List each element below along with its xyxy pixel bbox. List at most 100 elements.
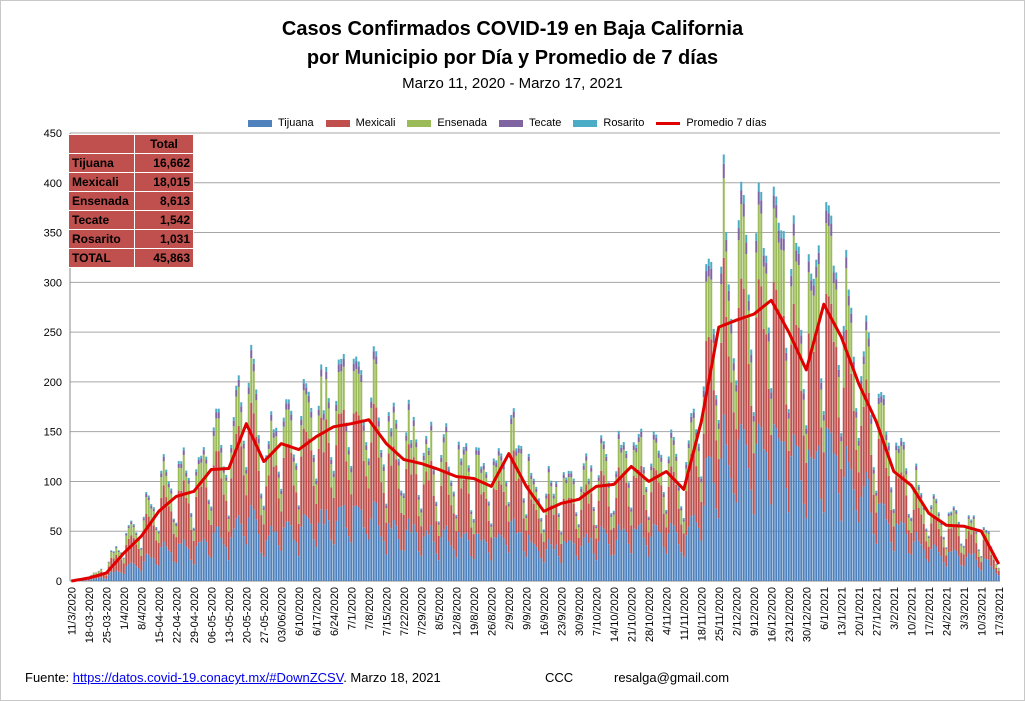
bar-segment [680,506,683,508]
bar-segment [967,553,970,581]
bar-segment [190,514,193,517]
bar-segment [105,578,108,581]
bar-segment [892,512,895,527]
bar-segment [707,336,710,456]
bar-segment [337,507,340,581]
bar-segment [132,563,135,581]
bar-segment [917,484,920,487]
y-tick-label: 350 [44,228,62,240]
bar-segment [855,510,858,581]
bar-segment [690,516,693,581]
bar-segment [557,529,560,557]
bar-segment [755,240,758,253]
bar-segment [745,444,748,581]
bar-segment [917,486,920,491]
bar-segment [355,505,358,581]
bar-segment [965,538,968,558]
bar-segment [92,578,95,581]
bar-segment [595,538,598,561]
bar-segment [585,456,588,461]
bar-segment [257,435,260,439]
bar-segment [920,495,923,498]
x-tick-label: 26/8/2020 [486,587,498,636]
bar-segment [755,252,758,318]
bar-segment [452,491,455,494]
x-tick-label: 20/1/2021 [854,587,866,636]
bar-segment [415,447,418,475]
bar-segment [755,443,758,581]
bar-segment [112,551,115,553]
bar-segment [287,399,290,404]
bar-segment [137,548,140,569]
bar-segment [435,553,438,581]
bar-segment [490,526,493,538]
x-tick-label: 6/17/2020 [311,587,323,636]
bar-segment [627,543,630,581]
bar-segment [172,534,175,562]
bar-segment [332,477,335,498]
bar-segment [932,544,935,581]
bar-segment [505,505,508,546]
bar-segment [302,514,305,581]
bar-segment [237,425,240,516]
bar-segment [185,497,188,547]
bar-segment [305,515,308,581]
source-link[interactable]: https://datos.covid-19.conacyt.mx/#DownZ… [72,670,344,685]
bar-segment [460,461,463,466]
bar-segment [610,513,613,515]
bar-segment [480,540,483,581]
bar-segment [852,489,855,581]
bar-segment [285,403,288,410]
bar-segment [795,250,798,262]
bar-segment [870,454,873,513]
bar-segment [247,431,250,518]
bar-segment [890,487,893,490]
bar-segment [860,497,863,581]
bar-segment [975,532,978,534]
bar-segment [477,533,480,581]
bar-segment [432,470,435,475]
bar-segment [667,486,670,534]
bar-segment [617,434,620,440]
bar-segment [902,475,905,524]
bar-segment [200,541,203,581]
bar-segment [287,521,290,581]
bar-segment [667,533,670,581]
bar-segment [537,518,540,551]
bar-segment [877,404,880,439]
bar-segment [262,507,265,510]
bar-segment [727,290,730,301]
bar-segment [262,505,265,508]
bar-segment [405,440,408,469]
bar-segment [292,461,295,486]
bar-segment [450,505,453,546]
bar-segment [960,545,963,553]
bar-segment [135,544,138,567]
bar-segment [305,394,308,432]
bar-segment [217,418,220,452]
bar-segment [790,269,793,276]
bar-segment [240,412,243,447]
bar-segment [655,437,658,443]
bar-segment [530,499,533,542]
bar-segment [337,364,340,373]
bar-segment [787,409,790,413]
bar-segment [332,473,335,478]
bar-segment [87,579,90,581]
bar-segment [230,444,233,448]
bar-segment [532,480,535,485]
bar-segment [865,330,868,380]
bar-segment [125,544,128,567]
bar-segment [152,525,155,559]
bar-segment [657,457,660,483]
bar-segment [550,486,553,506]
bar-segment [437,522,440,525]
bar-segment [865,315,868,322]
bar-segment [720,342,723,459]
bar-segment [990,554,993,567]
bar-segment [135,533,138,536]
bar-segment [312,457,315,463]
bar-segment [742,195,745,204]
bar-segment [832,341,835,453]
bar-segment [122,573,125,581]
